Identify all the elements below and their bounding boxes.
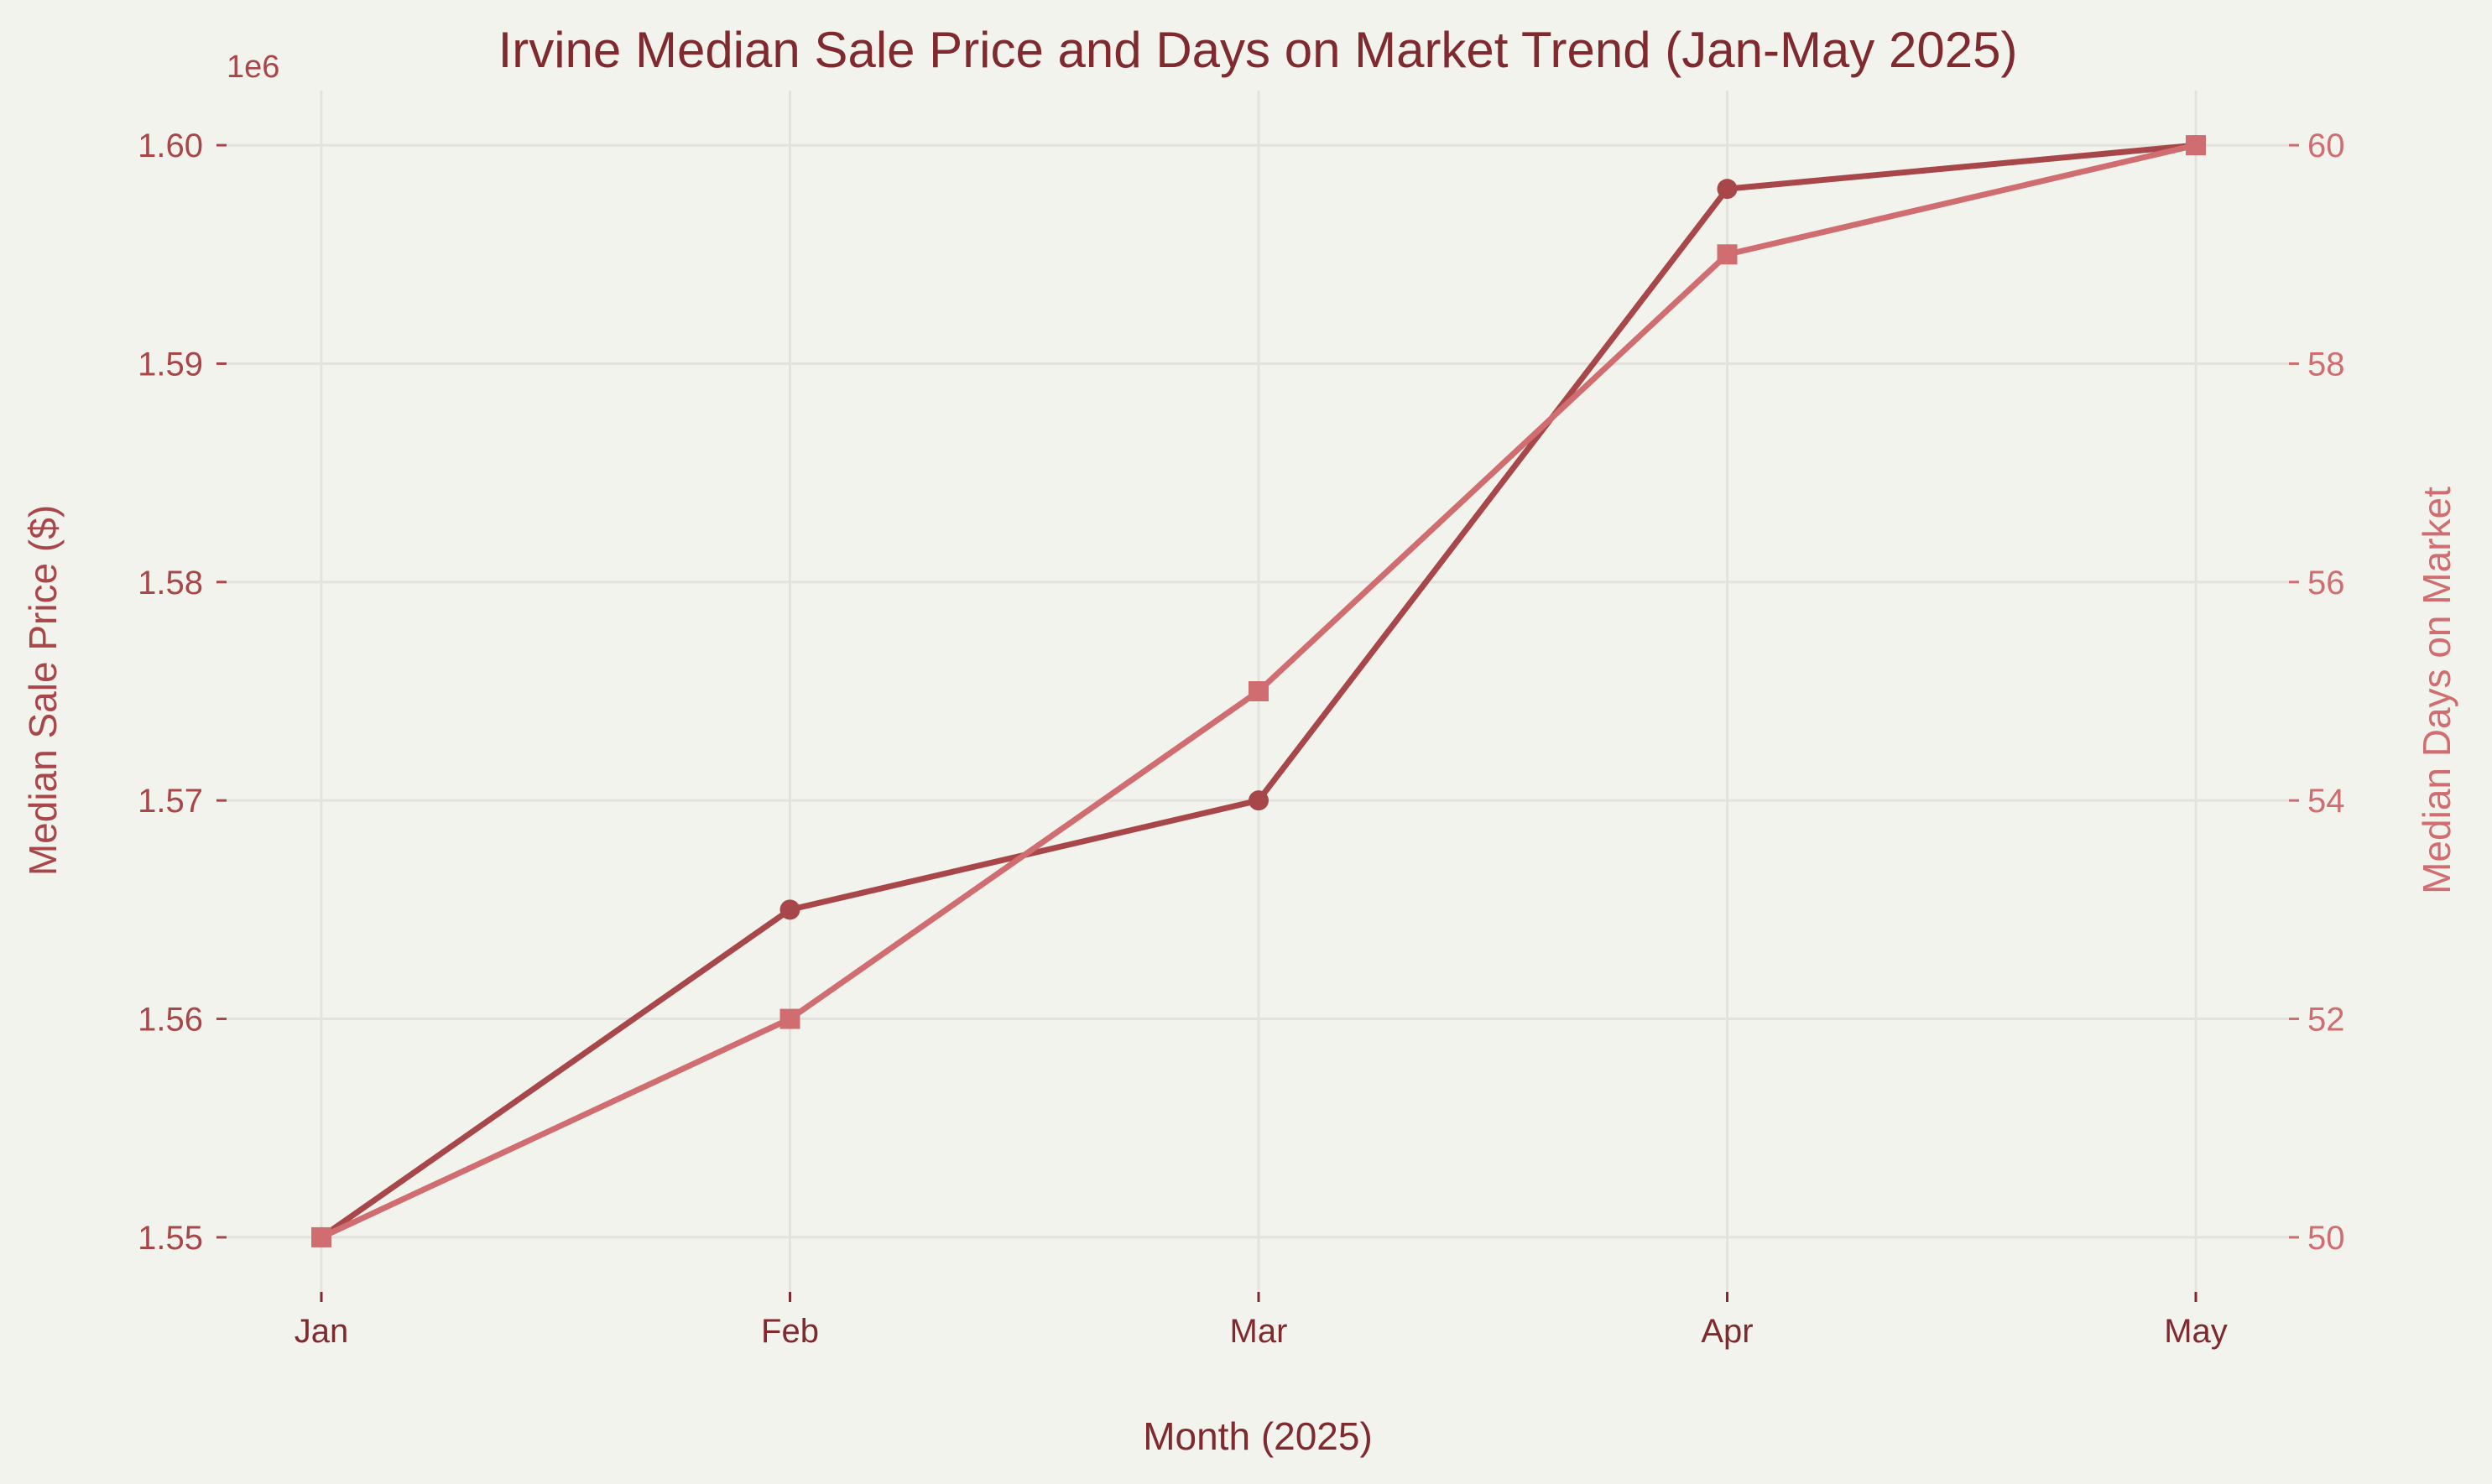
- right-axis-tick-label: 60: [2307, 128, 2345, 164]
- median-sale-price-point: [1249, 790, 1269, 811]
- median-days-on-market-point: [1249, 681, 1269, 701]
- chart-title: Irvine Median Sale Price and Days on Mar…: [498, 22, 2018, 78]
- left-axis-tick-label: 1.56: [138, 1002, 203, 1039]
- median-days-on-market-point: [779, 1008, 800, 1029]
- x-axis-tick-label: May: [2164, 1313, 2228, 1350]
- left-axis-tick-label: 1.60: [138, 128, 203, 164]
- right-axis-tick-label: 50: [2307, 1220, 2345, 1257]
- median-days-on-market-point: [1717, 244, 1738, 265]
- x-axis-label: Month (2025): [1143, 1414, 1373, 1458]
- right-axis-tick-label: 54: [2307, 783, 2345, 820]
- right-axis-tick-label: 56: [2307, 565, 2345, 601]
- left-axis-tick-label: 1.57: [138, 783, 203, 820]
- left-axis-tick-label: 1.58: [138, 565, 203, 601]
- left-axis-tick-label: 1.55: [138, 1220, 203, 1257]
- x-axis-tick-label: Jan: [295, 1313, 349, 1350]
- median-sale-price-point: [779, 899, 800, 920]
- x-axis-tick-label: Mar: [1230, 1313, 1288, 1350]
- median-days-on-market-point: [311, 1226, 331, 1247]
- ticks-layer: 1.55 1.56 1.57 1.58 1.59 1.60 50 52 54 56 58 60 Jan F…: [138, 128, 2344, 1350]
- right-axis-tick-label: 58: [2307, 346, 2345, 383]
- left-axis-tick-label: 1.59: [138, 346, 203, 383]
- right-y-axis-label: Median Days on Market: [2415, 487, 2458, 894]
- x-axis-tick-label: Apr: [1701, 1313, 1753, 1350]
- left-y-axis-label: Median Sale Price ($): [21, 505, 65, 876]
- median-sale-price-point: [1717, 179, 1738, 200]
- right-axis-tick-label: 52: [2307, 1002, 2345, 1039]
- median-days-on-market-point: [2186, 135, 2206, 156]
- left-axis-offset-label: 1e6: [227, 49, 279, 85]
- series-layer: [311, 135, 2206, 1247]
- x-axis-tick-label: Feb: [761, 1313, 819, 1350]
- grid: [227, 91, 2289, 1292]
